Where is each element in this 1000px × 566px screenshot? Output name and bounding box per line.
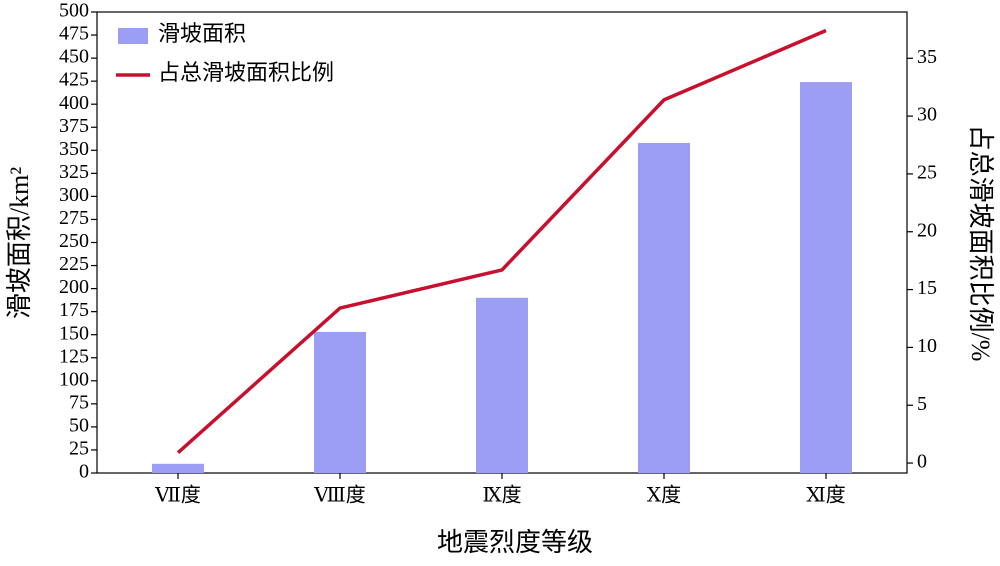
y-tick-label: 25 [69, 438, 89, 460]
y-tick-label: 150 [59, 322, 89, 344]
y2-tick-label: 25 [917, 162, 937, 184]
y-tick-label: 350 [59, 138, 89, 160]
y-tick-label: 50 [69, 414, 89, 436]
bar [476, 297, 528, 473]
y-tick-label: 0 [79, 461, 89, 483]
x-tick-label: Ⅹ度 [647, 484, 681, 507]
bar [152, 463, 204, 473]
x-axis-title: 地震烈度等级 [437, 528, 593, 557]
y-tick-label: 100 [59, 368, 89, 390]
y-tick-label: 325 [59, 161, 89, 183]
y-tick-label: 125 [59, 345, 89, 367]
y-axis-title: 滑坡面积/km² [5, 167, 34, 319]
y2-tick-label: 15 [917, 277, 937, 299]
y2-tick-label: 10 [917, 335, 937, 357]
bar [638, 142, 690, 473]
bar [800, 82, 852, 474]
y-tick-label: 300 [59, 184, 89, 206]
y2-tick-label: 30 [917, 104, 937, 126]
y-tick-label: 250 [59, 230, 89, 252]
y2-tick-label: 5 [917, 393, 927, 415]
legend-label: 占总滑坡面积比例 [158, 60, 334, 85]
y-tick-label: 175 [59, 299, 89, 321]
bar [314, 331, 366, 473]
legend-swatch [118, 28, 148, 44]
legend-label: 滑坡面积 [158, 21, 246, 46]
y-tick-label: 425 [59, 69, 89, 91]
y-tick-label: 200 [59, 276, 89, 298]
y2-tick-label: 35 [917, 46, 937, 68]
y2-tick-label: 0 [917, 451, 927, 473]
y-tick-label: 225 [59, 253, 89, 275]
y-tick-label: 375 [59, 115, 89, 137]
x-tick-label: Ⅺ度 [806, 484, 845, 507]
x-tick-label: Ⅶ度 [154, 484, 201, 507]
y-tick-label: 275 [59, 207, 89, 229]
x-tick-label: Ⅸ度 [482, 484, 521, 507]
y2-axis-title: 占总滑坡面积比例/% [966, 125, 995, 362]
y-tick-label: 75 [69, 391, 89, 413]
line [176, 28, 827, 454]
y-tick-label: 400 [59, 92, 89, 114]
y-tick-label: 475 [59, 23, 89, 45]
x-tick-label: Ⅷ度 [313, 484, 366, 507]
y-tick-label: 450 [59, 46, 89, 68]
y2-tick-label: 20 [917, 219, 937, 241]
y-tick-label: 500 [59, 0, 89, 22]
